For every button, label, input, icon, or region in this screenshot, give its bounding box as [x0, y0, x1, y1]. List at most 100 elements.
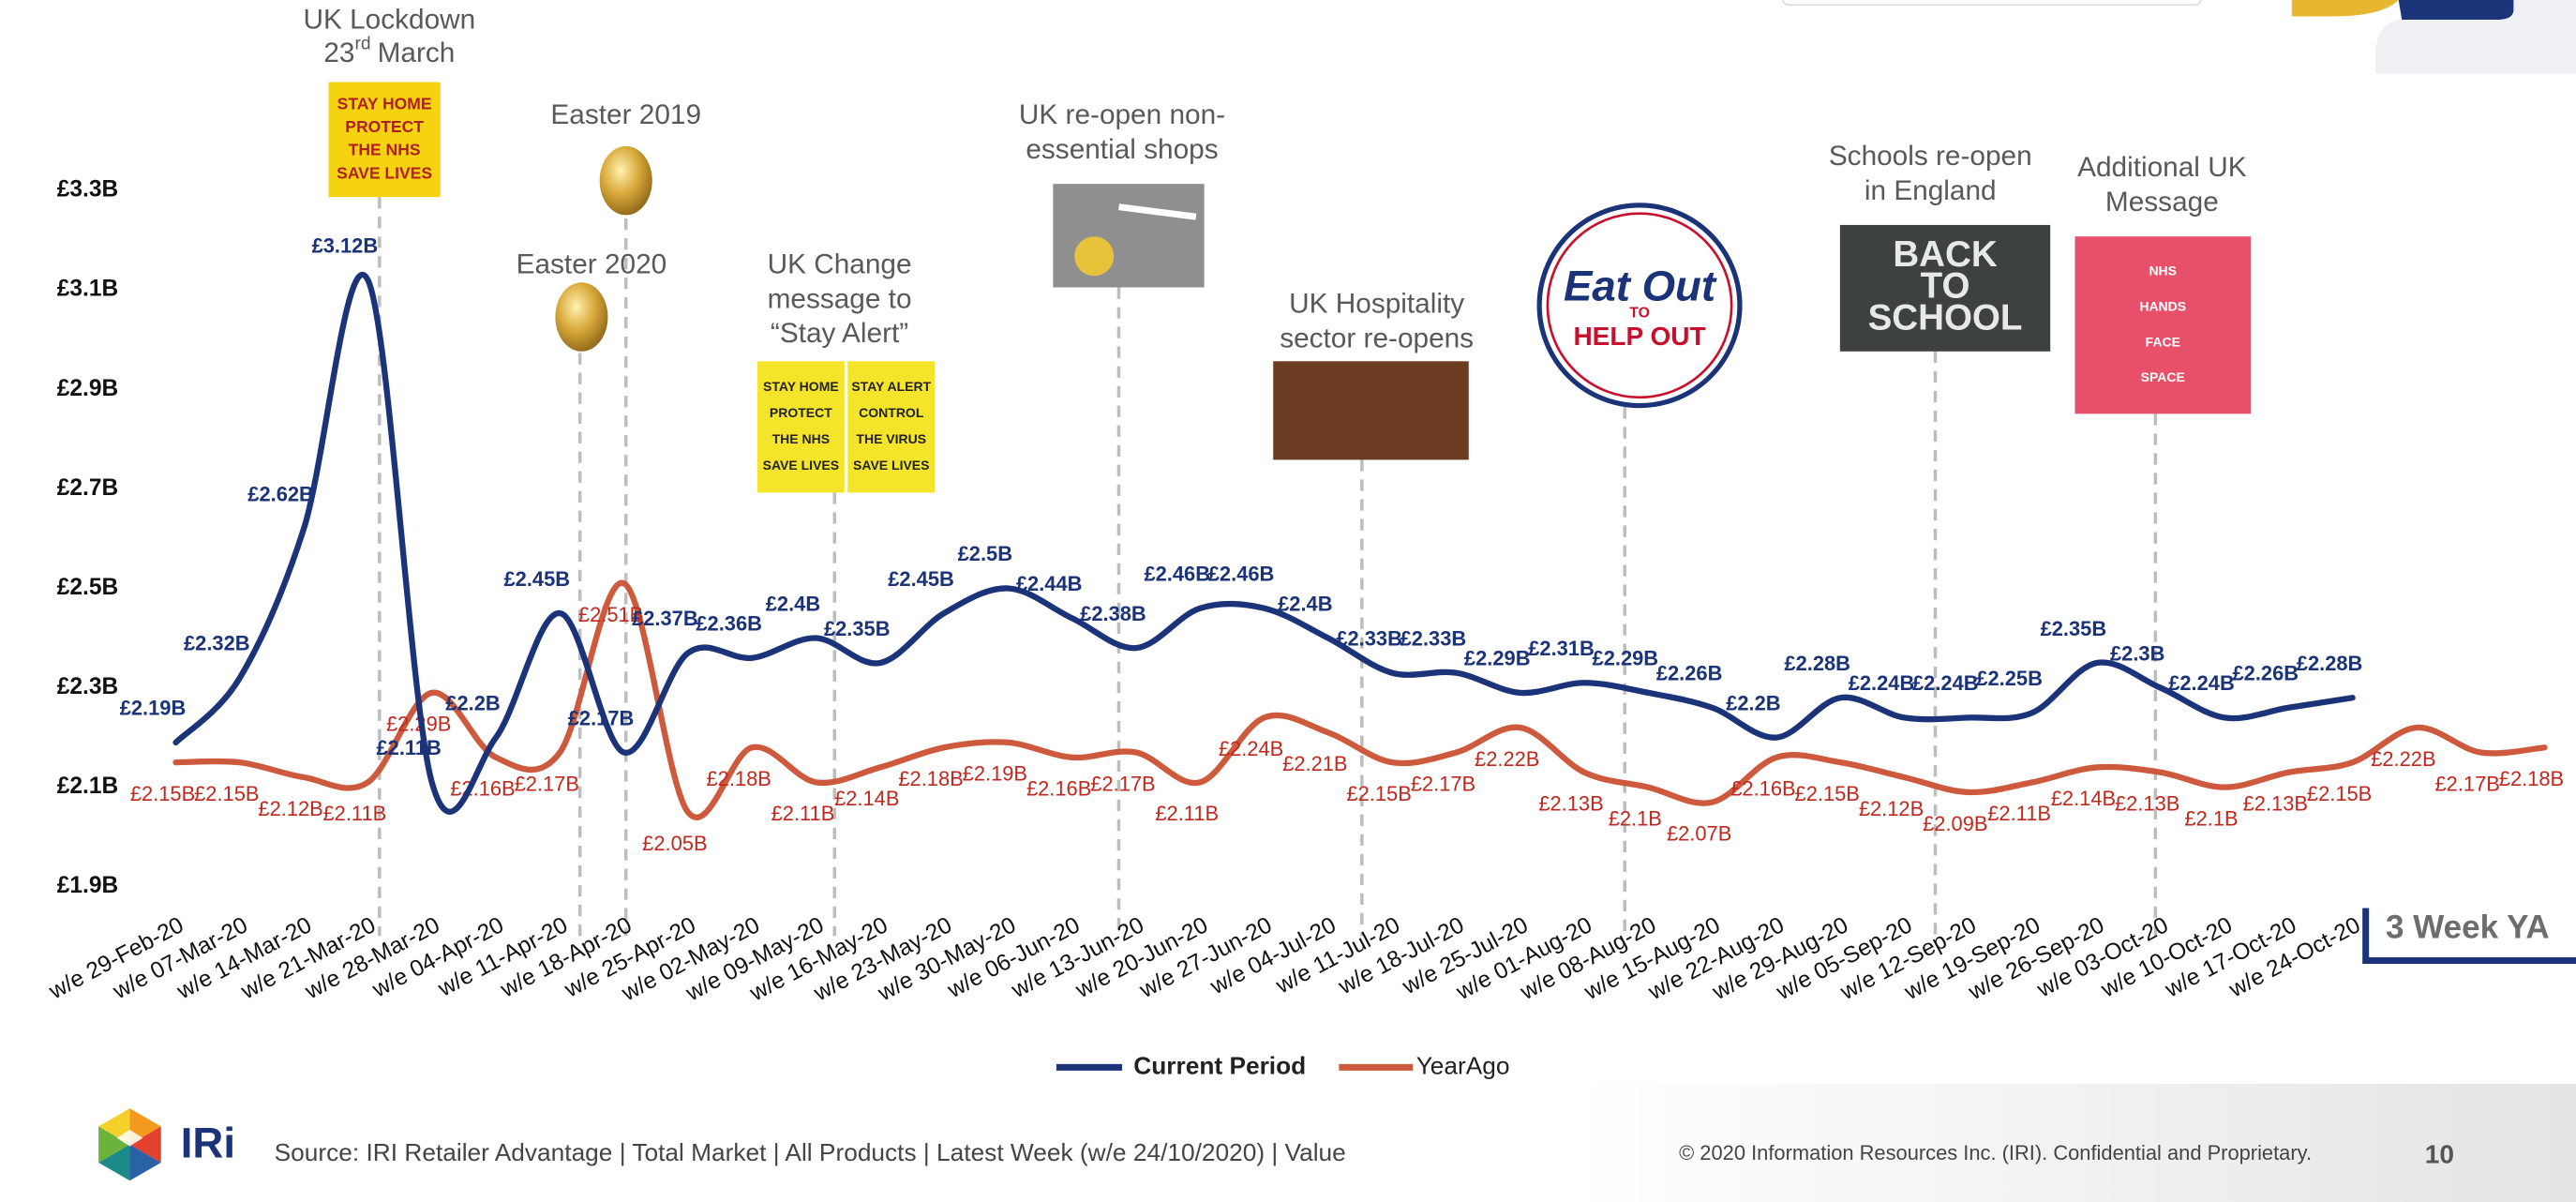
data-label: £2.13B: [1538, 792, 1603, 816]
iri-logo: [98, 1108, 161, 1181]
data-label: £2.32B: [184, 632, 250, 655]
picture-text: SAVE LIVES: [853, 458, 929, 473]
data-label: £2.18B: [706, 767, 771, 790]
data-label: £2.25B: [1976, 667, 2043, 690]
data-label: £2.16B: [450, 777, 515, 801]
event-label: UK Lockdown: [303, 5, 475, 36]
data-label: £2.11B: [376, 736, 441, 759]
picture-text: PROTECT: [345, 117, 424, 136]
period-tag: 3 Week YA: [2386, 909, 2550, 946]
data-label: £2.33B: [1400, 626, 1467, 650]
event-label: Schools re-open: [1829, 141, 2032, 172]
event-label: UK Hospitality: [1289, 289, 1464, 320]
event-picture: [847, 361, 936, 493]
copyright: © 2020 Information Resources Inc. (IRI).…: [1679, 1141, 2312, 1164]
data-label: £2.24B: [1219, 737, 1283, 760]
y-tick-label: £3.3B: [57, 177, 118, 203]
event-label: UK Change: [768, 249, 912, 280]
event-label: “Stay Alert”: [771, 318, 908, 349]
corner-decoration: [2291, 0, 2576, 74]
data-label: £2.15B: [130, 782, 195, 805]
date-day: 23: [323, 38, 354, 68]
event-picture: [2074, 236, 2251, 414]
picture-text: SAVE LIVES: [763, 458, 839, 473]
picture-text: THE VIRUS: [856, 431, 926, 446]
event-label: essential shops: [1026, 134, 1218, 165]
data-label: £2.24B: [1849, 671, 1915, 695]
event-label: Easter 2019: [550, 99, 701, 130]
data-label: £2.46B: [1144, 562, 1210, 585]
data-label: £2.35B: [2041, 617, 2107, 640]
data-label: £2.12B: [1859, 797, 1924, 820]
corner-decoration: [2291, 0, 2399, 17]
data-label: £2.2B: [445, 691, 500, 714]
data-label: £2.17B: [568, 706, 635, 729]
data-label: £2.18B: [898, 767, 963, 790]
data-label: £2.21B: [1282, 752, 1347, 775]
data-label: £2.29B: [1593, 647, 1659, 670]
event-label: sector re-opens: [1280, 323, 1474, 353]
data-label: £2.4B: [1278, 592, 1332, 615]
picture-text: SPACE: [2141, 369, 2185, 384]
page-number: 10: [2425, 1139, 2454, 1168]
data-label: £2.09B: [1923, 812, 1987, 835]
data-label: £2.12B: [258, 797, 322, 820]
picture-text: HELP OUT: [1573, 322, 1705, 351]
data-label: £2.19B: [963, 762, 1027, 786]
picture-text: STAY HOME: [337, 95, 432, 113]
event-picture: [328, 82, 441, 198]
y-tick-label: £1.9B: [57, 873, 118, 898]
event-label: UK re-open non-: [1019, 99, 1225, 130]
data-label: £2.3B: [2110, 641, 2164, 665]
data-label: £2.22B: [2371, 747, 2435, 771]
data-label: £3.12B: [312, 233, 379, 257]
data-label: £2.35B: [824, 617, 891, 640]
header-box: [1781, 0, 2203, 7]
data-label: £2.17B: [1411, 772, 1475, 795]
date-suffix: rd: [354, 34, 370, 53]
event-picture: [1536, 203, 1743, 409]
y-tick-label: £3.1B: [57, 277, 118, 302]
data-label: £2.15B: [194, 782, 259, 805]
picture-text: THE NHS: [772, 431, 830, 446]
data-label: £2.62B: [247, 483, 314, 506]
picture-text: STAY ALERT: [851, 379, 931, 394]
data-label: £2.11B: [1987, 802, 2051, 825]
data-label: £2.14B: [834, 787, 899, 810]
data-label: £2.18B: [2499, 767, 2564, 790]
picture-text: SCHOOL: [1868, 297, 2023, 338]
data-label: £2.5B: [958, 542, 1012, 565]
y-tick-label: £2.3B: [57, 674, 118, 699]
data-label: £2.11B: [323, 802, 387, 825]
event-label: Message: [2105, 187, 2219, 218]
event-picture: [1273, 361, 1469, 460]
data-label: £2.45B: [888, 567, 954, 591]
data-label: £2.15B: [1795, 782, 1860, 805]
picture-detail: [1118, 203, 1197, 220]
data-label: £2.38B: [1080, 602, 1146, 625]
data-label: £2.17B: [1090, 772, 1155, 795]
picture-text: Eat Out: [1564, 262, 1717, 309]
source-note: Source: IRI Retailer Advantage | Total M…: [275, 1138, 1346, 1166]
event-label: in England: [1865, 175, 1997, 206]
data-label: £2.4B: [766, 592, 820, 615]
date-month: March: [378, 38, 456, 68]
data-label: £2.36B: [696, 612, 762, 636]
data-label: £2.1B: [2184, 806, 2238, 830]
data-label: £2.24B: [2168, 671, 2235, 695]
data-label: £2.17B: [2435, 772, 2500, 795]
picture-text: FACE: [2146, 334, 2180, 349]
data-label: £2.11B: [1155, 802, 1219, 825]
picture-text: THE NHS: [349, 141, 421, 159]
data-label: £2.37B: [632, 607, 698, 630]
legend-label: YearAgo: [1416, 1051, 1510, 1079]
data-label: £2.05B: [642, 832, 707, 855]
picture-text: NHS: [2149, 263, 2177, 278]
data-label: £2.17B: [515, 772, 579, 795]
data-label: £2.24B: [1912, 671, 1979, 695]
y-tick-label: £2.7B: [57, 475, 118, 501]
y-tick-label: £2.5B: [57, 575, 118, 600]
picture-text: STAY HOME: [763, 379, 839, 394]
data-label: £2.31B: [1528, 637, 1595, 660]
